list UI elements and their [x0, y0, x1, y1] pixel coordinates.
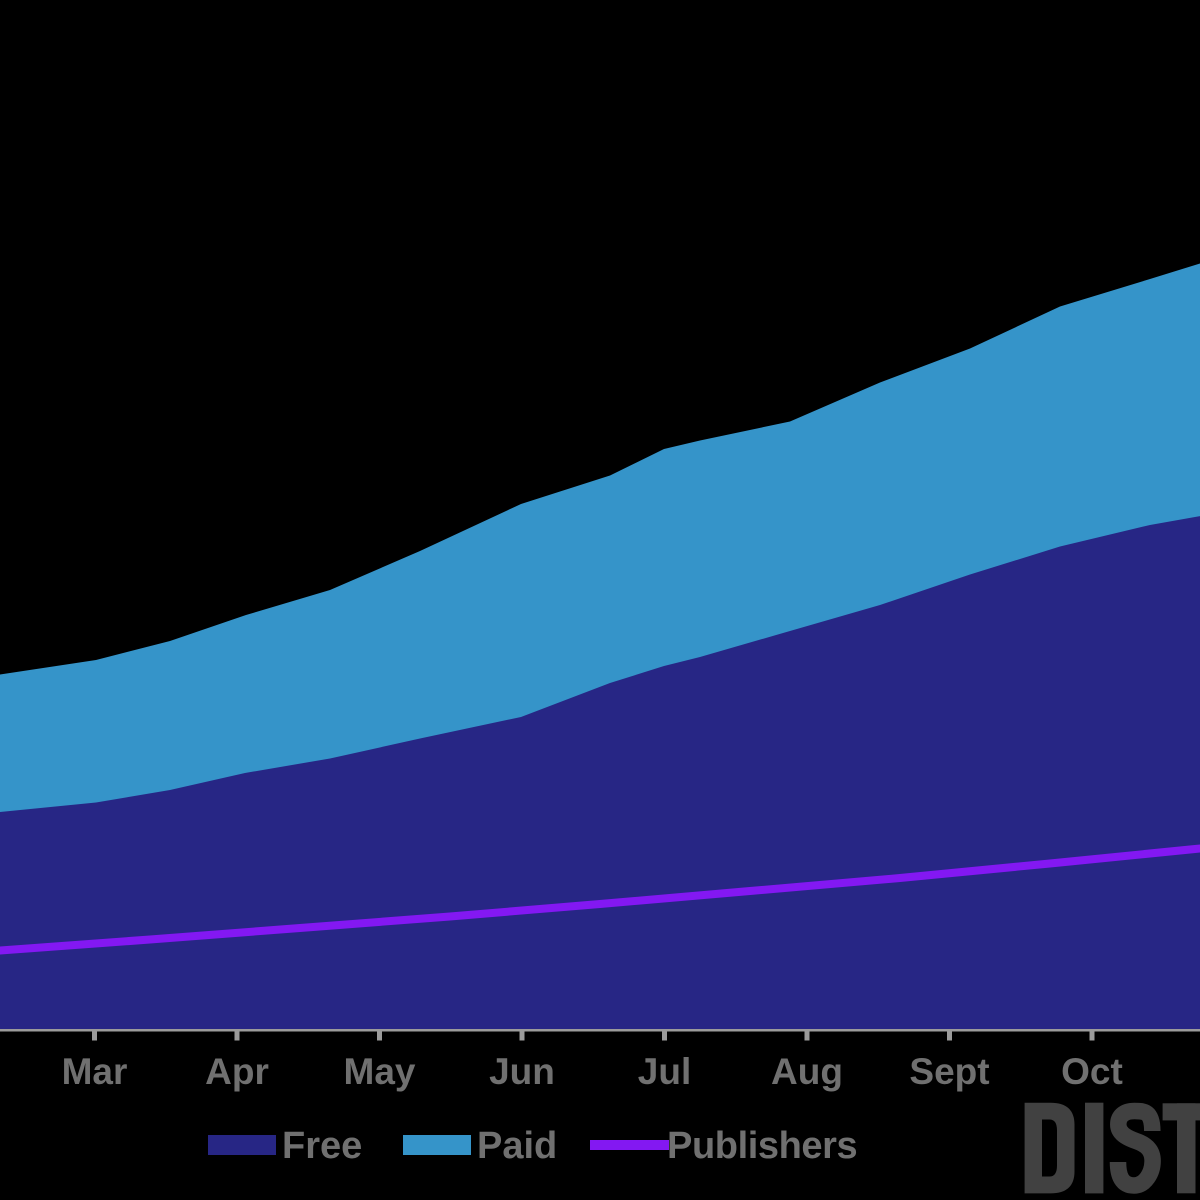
svg-text:Mar: Mar — [62, 1051, 128, 1092]
svg-text:Oct: Oct — [1061, 1051, 1123, 1092]
svg-text:Jul: Jul — [638, 1051, 691, 1092]
svg-text:Paid: Paid — [477, 1125, 557, 1167]
svg-text:Aug: Aug — [771, 1051, 843, 1092]
svg-text:Publishers: Publishers — [667, 1125, 857, 1167]
svg-text:Jun: Jun — [489, 1051, 555, 1092]
svg-text:Free: Free — [282, 1125, 362, 1167]
svg-text:Apr: Apr — [205, 1051, 269, 1092]
svg-text:Sept: Sept — [909, 1051, 989, 1092]
svg-text:May: May — [344, 1051, 416, 1092]
